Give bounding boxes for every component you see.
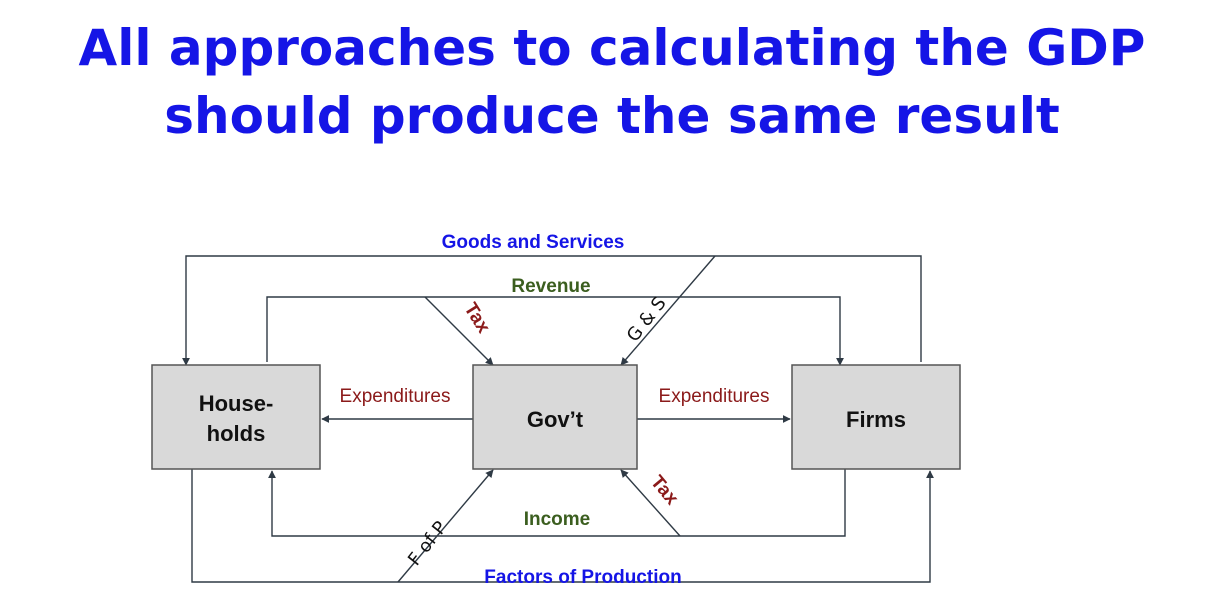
government-label: Gov’t [527, 407, 584, 432]
title-line-2: should produce the same result [164, 87, 1060, 145]
page-title: All approaches to calculating the GDP sh… [0, 14, 1224, 150]
revenue-flow-line [266, 296, 844, 366]
g-and-s-label: G & S [623, 293, 671, 346]
revenue-label: Revenue [511, 276, 590, 297]
firms-label: Firms [846, 407, 906, 432]
firms-box: Firms [791, 364, 961, 470]
income-label: Income [524, 509, 591, 530]
expenditures-firms-label: Expenditures [659, 386, 770, 407]
income-flow-line [268, 468, 846, 537]
households-box: House- holds [151, 364, 321, 470]
factors-flow-line [191, 468, 934, 583]
f-of-p-label: F of P [404, 517, 451, 569]
households-label-line-1: House- [199, 391, 274, 416]
tax-households-label: Tax [459, 299, 494, 337]
goods-services-flow-line [182, 255, 922, 366]
tax-households-arrow [424, 296, 494, 366]
households-label-line-2: holds [207, 421, 266, 446]
f-of-p-arrow [397, 469, 494, 583]
factors-of-production-label: Factors of Production [484, 567, 681, 588]
government-box: Gov’t [472, 364, 638, 470]
expenditures-households-label: Expenditures [340, 386, 451, 407]
g-and-s-arrow [620, 255, 716, 366]
title-line-1: All approaches to calculating the GDP [78, 19, 1146, 77]
goods-and-services-label: Goods and Services [442, 232, 625, 253]
tax-firms-arrow [620, 469, 681, 537]
